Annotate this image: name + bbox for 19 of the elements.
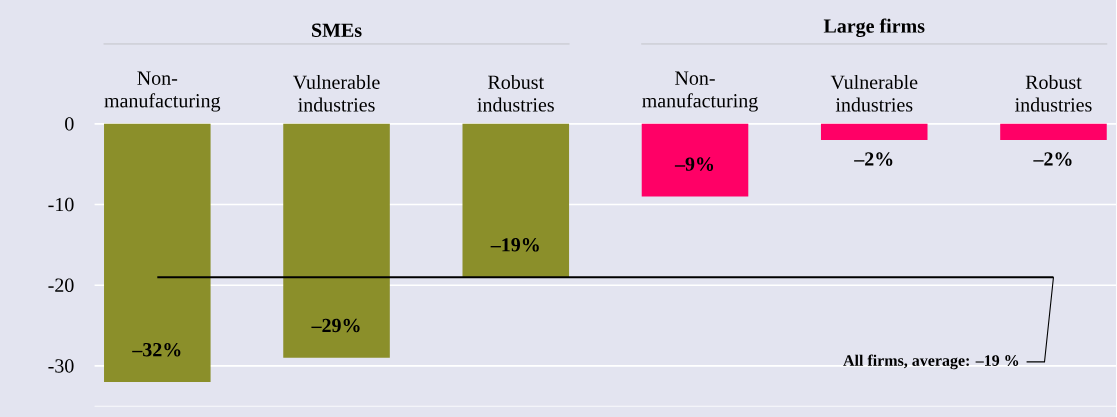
y-tick-label: -10 (48, 197, 74, 212)
data-label: –19% (490, 238, 539, 252)
x-tick-label: Non-manufacturing (104, 71, 221, 112)
data-label: –2% (1033, 152, 1072, 166)
text: SMEs (312, 23, 362, 38)
x-tick-label: Non-manufacturing (642, 71, 758, 112)
y-tick-label: 0 (65, 117, 74, 131)
data-label: –2% (854, 152, 893, 166)
x-tick-label: Vulnerable industries (830, 74, 918, 112)
y-tick-label: -20 (48, 278, 74, 293)
data-label: –29% (311, 318, 360, 333)
x-tick-label: Robust industries (1015, 74, 1092, 112)
y-tick-label: -30 (48, 359, 74, 373)
text: Large firms (823, 18, 925, 38)
ref-line-label: All firms, average: –19 % (843, 354, 1019, 370)
data-label: –32% (132, 342, 181, 357)
x-tick-label: Vulnerable industries (292, 74, 380, 112)
data-label: –9% (674, 157, 714, 171)
x-tick-label: Robust industries (477, 74, 554, 112)
